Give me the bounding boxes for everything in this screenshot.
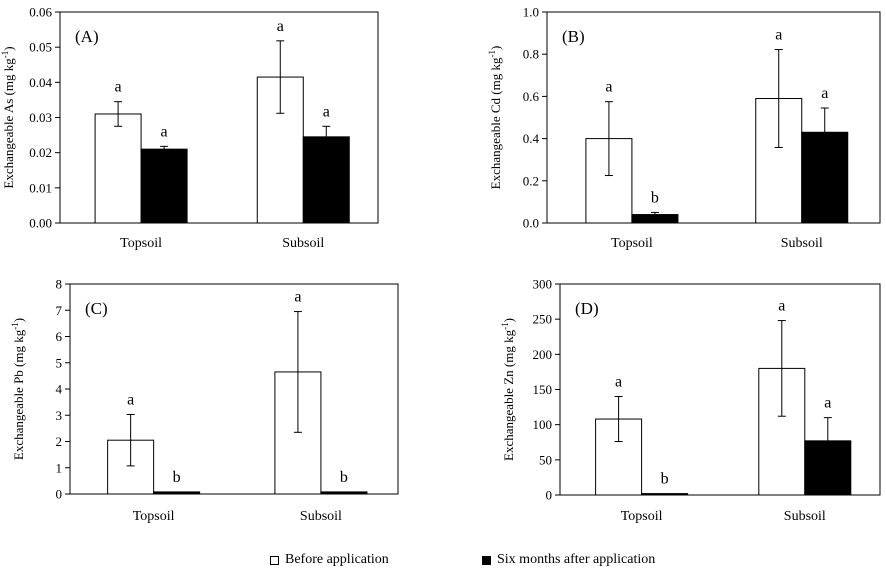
panel-2-ytick-label: 0 xyxy=(56,487,63,502)
panel-1-significance-letter: a xyxy=(775,27,782,44)
panel-3-bar-after xyxy=(804,440,852,496)
legend-swatch-after xyxy=(482,555,491,565)
panel-1-label: (B) xyxy=(562,27,585,46)
panel-3-category-label: Topsoil xyxy=(621,509,663,524)
panel-1-category-label: Topsoil xyxy=(611,236,653,251)
panel-2-bar-after xyxy=(320,491,368,495)
panel-0-bar-after xyxy=(140,148,188,224)
panel-1-category-label: Subsoil xyxy=(781,236,823,251)
panel-2-significance-letter: b xyxy=(340,469,348,486)
panel-2-bar-after xyxy=(153,491,201,495)
legend-label-after: Six months after application xyxy=(497,552,656,567)
panel-0-significance-letter: a xyxy=(161,123,168,140)
panel-2-significance-letter: b xyxy=(173,469,181,486)
panel-0-ytick-label: 0.04 xyxy=(29,75,52,90)
panel-3-ytick-label: 200 xyxy=(533,347,553,362)
panel-3-ytick-label: 100 xyxy=(533,417,553,432)
panel-2-ytick-label: 7 xyxy=(56,303,63,318)
panel-2-significance-letter: a xyxy=(127,391,134,408)
panel-0-bar-before xyxy=(94,113,142,224)
panel-0-significance-letter: a xyxy=(277,18,284,35)
panel-0-ytick-label: 0.03 xyxy=(29,110,52,125)
legend-before: Before application xyxy=(270,552,389,568)
panel-0-ytick-label: 0.02 xyxy=(29,145,52,160)
panel-3-label: (D) xyxy=(575,299,599,318)
panel-0-ytick-label: 0.05 xyxy=(29,40,52,55)
panel-0-significance-letter: a xyxy=(323,103,330,120)
panel-0-significance-letter: a xyxy=(115,79,122,96)
panel-3-significance-letter: a xyxy=(824,395,831,412)
panel-0-category-label: Subsoil xyxy=(282,236,324,251)
panel-2-ytick-label: 6 xyxy=(56,329,63,344)
panel-1-ytick-label: 0.8 xyxy=(523,47,539,62)
panel-3-bar-after xyxy=(641,493,689,496)
panel-2-ytick-label: 4 xyxy=(56,382,63,397)
panel-0-ylabel: Exchangeable As (mg kg-1) xyxy=(0,46,16,188)
panel-1-ytick-label: 0.6 xyxy=(523,89,540,104)
panel-0-bar-after xyxy=(302,136,350,224)
panel-1-ytick-label: 1.0 xyxy=(523,5,539,20)
panel-2-significance-letter: a xyxy=(294,289,301,306)
panel-3-ytick-label: 150 xyxy=(533,382,553,397)
panel-2-ytick-label: 5 xyxy=(56,355,63,370)
panel-1-ylabel: Exchangeable Cd (mg kg-1) xyxy=(487,46,503,190)
panel-2-ytick-label: 2 xyxy=(56,434,63,449)
panel-0-ytick-label: 0.00 xyxy=(29,216,52,231)
panel-2-ylabel: Exchangeable Pb (mg kg-1) xyxy=(10,318,26,460)
panel-1-significance-letter: a xyxy=(821,85,828,102)
panel-1-ytick-label: 0.0 xyxy=(523,216,539,231)
panel-3-ylabel: Exchangeable Zn (mg kg-1) xyxy=(500,318,516,461)
panel-2-ytick-label: 8 xyxy=(56,277,63,292)
panel-1-ytick-label: 0.2 xyxy=(523,173,539,188)
legend-after: Six months after application xyxy=(482,552,655,568)
panel-3-significance-letter: b xyxy=(661,471,669,488)
panel-0-category-label: Topsoil xyxy=(120,236,162,251)
panel-3-ytick-label: 50 xyxy=(539,452,552,467)
panel-0-ytick-label: 0.06 xyxy=(29,5,52,20)
panel-2-category-label: Topsoil xyxy=(133,509,175,524)
panel-2-ytick-label: 3 xyxy=(56,408,63,423)
panel-1-ytick-label: 0.4 xyxy=(523,131,540,146)
panel-3-significance-letter: a xyxy=(778,298,785,315)
panel-2-label: (C) xyxy=(85,299,108,318)
panel-2-category-label: Subsoil xyxy=(300,509,342,524)
panel-1-significance-letter: a xyxy=(605,79,612,96)
panel-3-ytick-label: 0 xyxy=(546,488,553,503)
panel-1-frame xyxy=(546,11,881,224)
panel-0-ytick-label: 0.01 xyxy=(29,180,52,195)
legend-swatch-before xyxy=(270,555,279,565)
panel-3-category-label: Subsoil xyxy=(784,509,826,524)
panel-0-label: (A) xyxy=(75,27,99,46)
panel-3-ytick-label: 300 xyxy=(533,277,553,292)
panel-2-ytick-label: 1 xyxy=(56,460,63,475)
panel-1-significance-letter: b xyxy=(651,189,659,206)
panel-3-significance-letter: a xyxy=(615,374,622,391)
legend-label-before: Before application xyxy=(285,552,389,567)
panel-3-ytick-label: 250 xyxy=(533,312,553,327)
